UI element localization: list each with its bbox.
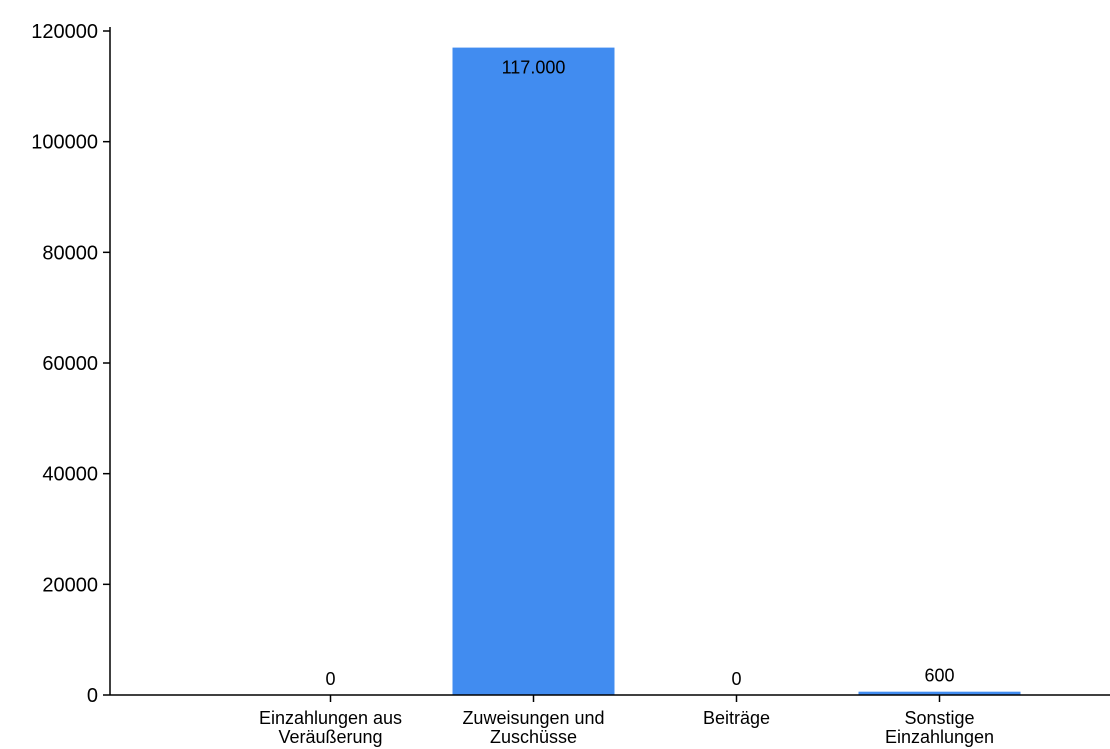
bar [452,47,615,696]
bar-data-label: 600 [924,666,954,686]
bar-data-label: 0 [325,669,335,689]
y-axis: 0 20000 40000 60000 80000 100000 120000 [31,21,111,707]
y-tick-label: 120000 [31,21,98,43]
x-category-label: Einzahlungen aus [259,708,402,728]
y-tick-label: 0 [87,685,98,707]
x-category-label: Zuweisungen und [462,708,604,728]
bar [858,691,1021,695]
bar-data-label: 117.000 [502,58,566,78]
x-category-label: Sonstige [904,708,974,728]
bar-data-label: 0 [731,669,741,689]
y-tick-label: 80000 [42,242,98,264]
y-tick-label: 60000 [42,353,98,375]
x-category-label: Veräußerung [278,727,382,747]
x-category-label: Zuschüsse [490,727,577,747]
x-category-label: Einzahlungen [885,727,994,747]
data-labels: 0 117.000 0 600 [325,58,954,689]
x-category-label: Beiträge [703,708,770,728]
y-tick-label: 20000 [42,574,98,596]
y-tick-label: 40000 [42,464,98,486]
bars [452,47,1021,696]
y-tick-label: 100000 [31,132,98,154]
